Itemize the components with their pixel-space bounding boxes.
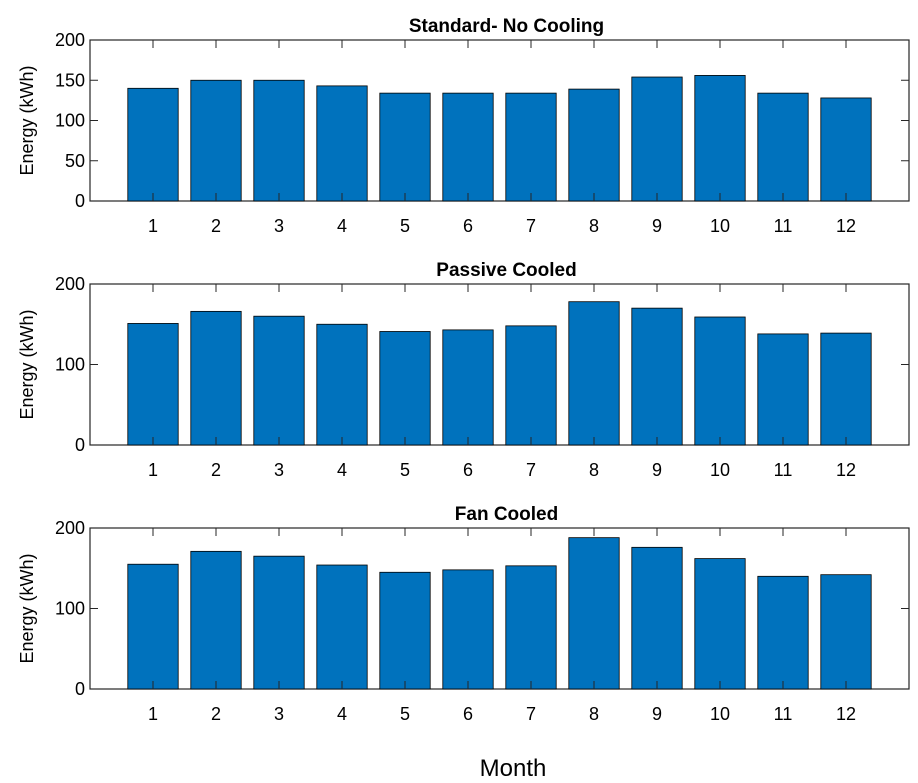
y-tick-label: 0 — [75, 435, 85, 455]
y-tick-label: 0 — [75, 191, 85, 211]
x-tick-label: 3 — [274, 704, 284, 724]
bar — [316, 564, 368, 690]
x-tick-label: 4 — [337, 704, 347, 724]
x-tick-label: 11 — [774, 216, 793, 236]
x-tick-label: 10 — [710, 216, 730, 236]
bar — [757, 333, 809, 446]
bar — [568, 537, 620, 690]
y-tick-label: 100 — [55, 599, 85, 619]
x-tick-label: 2 — [211, 216, 221, 236]
bar — [694, 75, 746, 202]
y-tick-label: 100 — [55, 355, 85, 375]
bar — [442, 329, 494, 446]
x-tick-label: 1 — [148, 216, 158, 236]
x-tick-label: 3 — [274, 216, 284, 236]
figure-x-axis-label: Month — [480, 755, 547, 782]
bar — [127, 87, 179, 202]
bar — [379, 92, 431, 202]
chart-title: Passive Cooled — [436, 260, 576, 281]
x-tick-label: 10 — [710, 460, 730, 480]
bar — [253, 79, 305, 202]
x-tick-label: 11 — [774, 460, 793, 480]
x-tick-label: 6 — [463, 460, 473, 480]
bar — [442, 569, 494, 690]
x-tick-label: 6 — [463, 216, 473, 236]
bar — [190, 550, 242, 690]
y-tick-label: 200 — [55, 518, 85, 538]
bar — [379, 331, 431, 446]
y-tick-label: 200 — [55, 30, 85, 50]
bar — [379, 571, 431, 690]
bar — [631, 307, 683, 446]
x-tick-label: 3 — [274, 460, 284, 480]
chart-title: Standard- No Cooling — [409, 16, 604, 37]
x-tick-label: 1 — [148, 704, 158, 724]
bar — [820, 97, 872, 202]
x-tick-label: 4 — [337, 216, 347, 236]
bar — [694, 558, 746, 690]
bar — [631, 76, 683, 202]
bar — [820, 332, 872, 446]
bar — [190, 310, 242, 446]
bar — [568, 88, 620, 202]
x-tick-label: 5 — [400, 460, 410, 480]
bar — [820, 574, 872, 690]
y-tick-label: 50 — [65, 151, 85, 171]
y-tick-label: 150 — [55, 70, 85, 90]
bar — [316, 85, 368, 202]
x-tick-label: 12 — [836, 704, 856, 724]
bar — [253, 315, 305, 446]
bar — [253, 555, 305, 690]
x-tick-label: 1 — [148, 460, 158, 480]
x-tick-label: 2 — [211, 460, 221, 480]
x-tick-label: 7 — [526, 704, 536, 724]
bar — [757, 92, 809, 202]
y-axis-label: Energy (kWh) — [17, 553, 37, 663]
bar — [631, 546, 683, 690]
y-axis-label: Energy (kWh) — [17, 65, 37, 175]
bar — [127, 323, 179, 446]
bar — [505, 565, 557, 690]
x-tick-label: 7 — [526, 460, 536, 480]
x-tick-label: 9 — [652, 460, 662, 480]
x-tick-label: 8 — [589, 704, 599, 724]
x-tick-label: 11 — [774, 704, 793, 724]
x-tick-label: 5 — [400, 216, 410, 236]
x-tick-label: 9 — [652, 216, 662, 236]
y-axis-label: Energy (kWh) — [17, 309, 37, 419]
x-tick-label: 8 — [589, 460, 599, 480]
chart-title: Fan Cooled — [455, 504, 558, 525]
x-tick-label: 7 — [526, 216, 536, 236]
x-tick-label: 9 — [652, 704, 662, 724]
y-tick-label: 200 — [55, 274, 85, 294]
y-tick-label: 0 — [75, 679, 85, 699]
bar — [568, 301, 620, 446]
x-tick-label: 8 — [589, 216, 599, 236]
y-tick-label: 100 — [55, 111, 85, 131]
bar — [505, 325, 557, 446]
bar — [757, 575, 809, 690]
x-tick-label: 12 — [836, 460, 856, 480]
x-tick-label: 4 — [337, 460, 347, 480]
bar — [316, 323, 368, 446]
bar — [442, 92, 494, 202]
x-tick-label: 5 — [400, 704, 410, 724]
bar — [190, 79, 242, 202]
x-tick-label: 6 — [463, 704, 473, 724]
x-tick-label: 10 — [710, 704, 730, 724]
bar — [505, 92, 557, 202]
x-tick-label: 2 — [211, 704, 221, 724]
bar — [127, 563, 179, 690]
bar — [694, 316, 746, 446]
x-tick-label: 12 — [836, 216, 856, 236]
